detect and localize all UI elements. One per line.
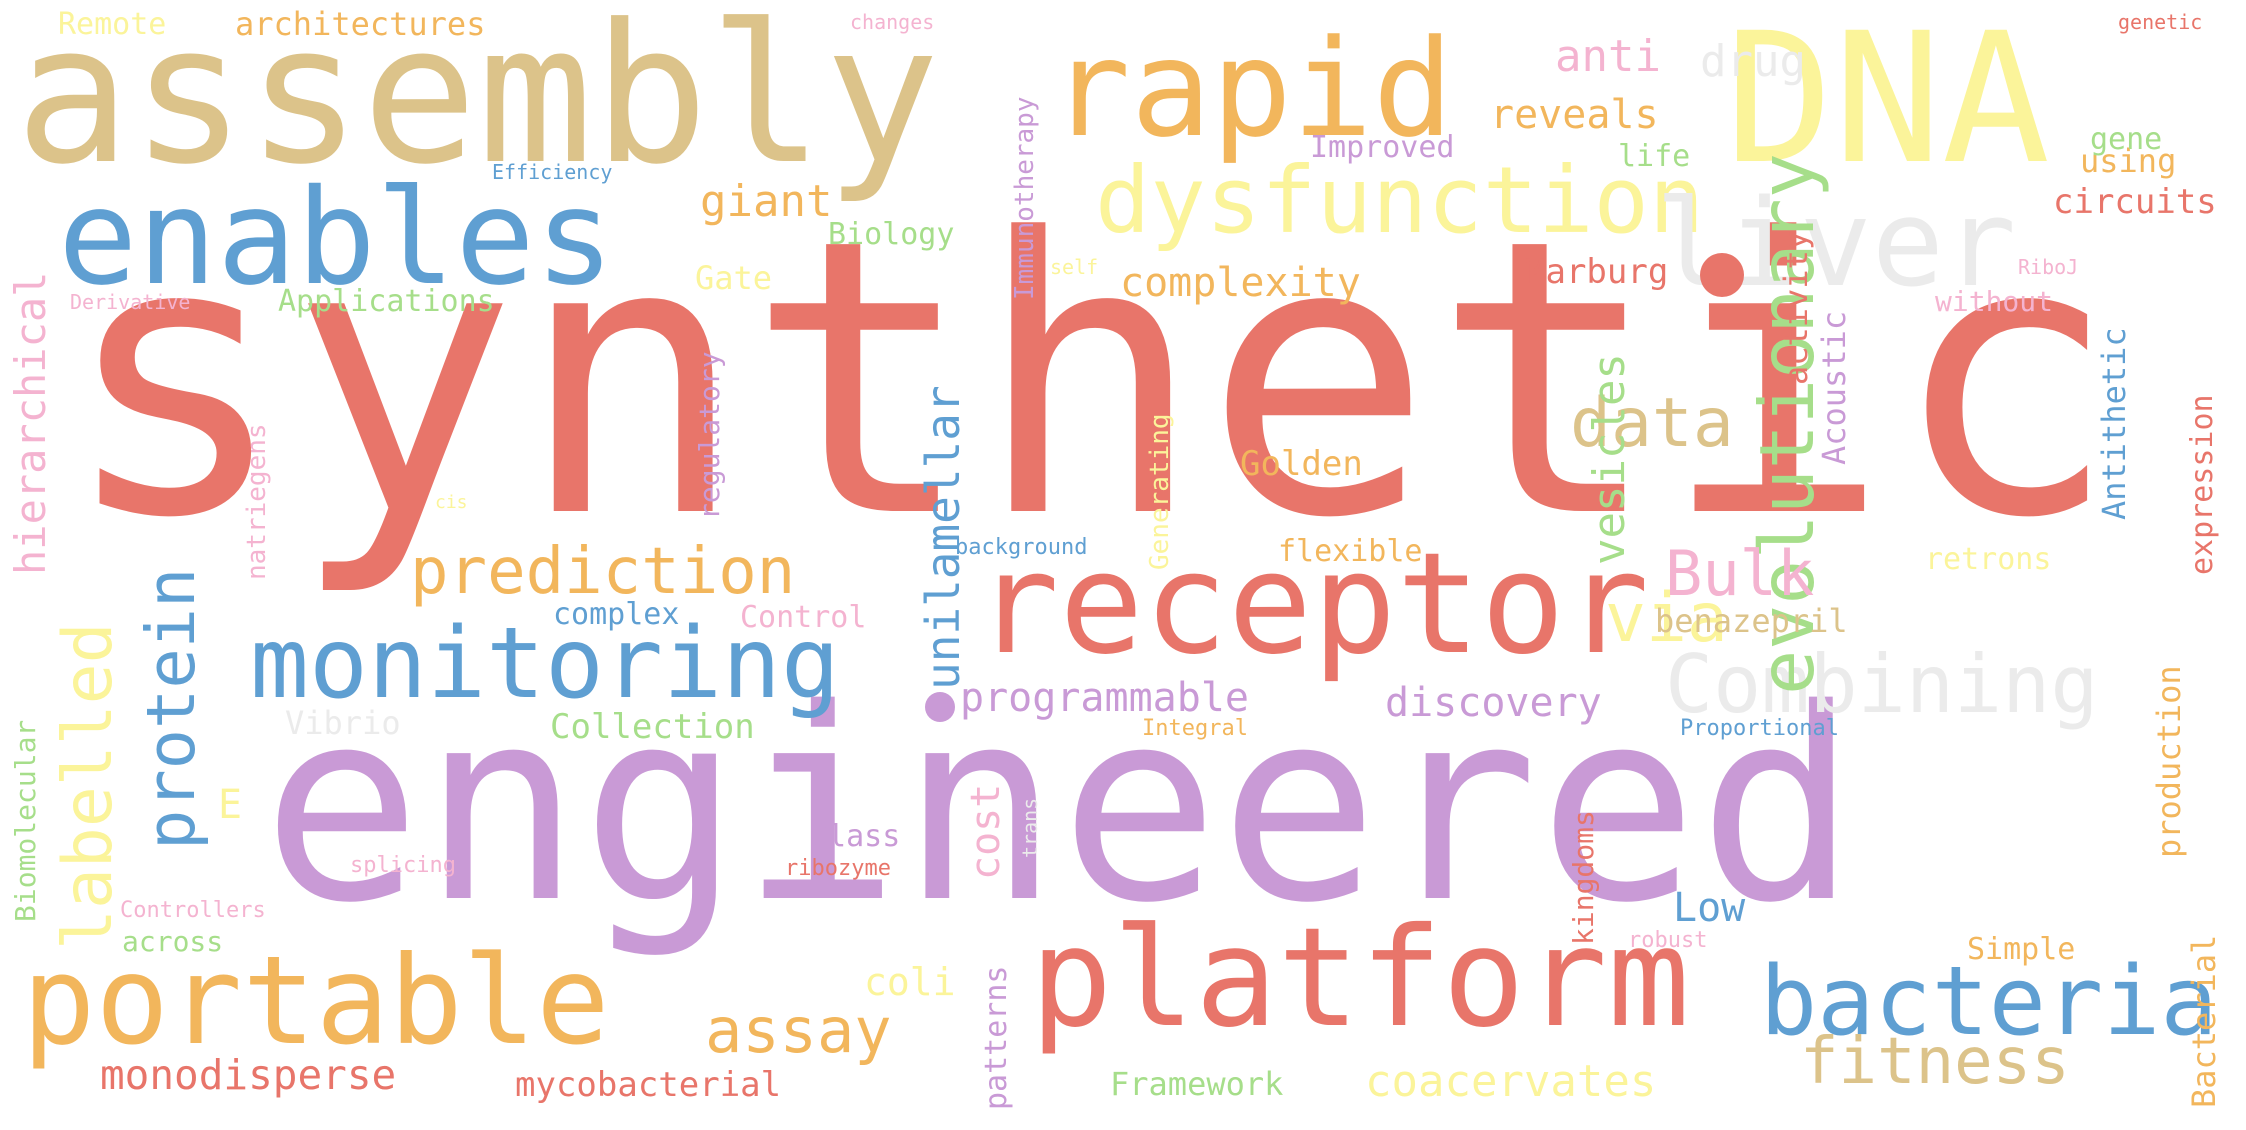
word-patterns: patterns [979, 965, 1014, 1111]
word-complexity: complexity [1120, 260, 1361, 306]
word-platform: platform [1030, 899, 1690, 1058]
word-synthetic: synthetic [60, 158, 2120, 601]
word-programmable: programmable [960, 675, 1249, 721]
word-gene: gene [2090, 122, 2163, 157]
word-discovery: discovery [1385, 680, 1602, 726]
word-coacervates: coacervates [1365, 1056, 1657, 1107]
word-background: background [955, 535, 1088, 560]
word-without: without [1935, 285, 2054, 318]
word-Remote: Remote [58, 7, 167, 42]
word-dysfunction: dysfunction [1095, 147, 1705, 254]
word-RiboJ: RiboJ [2018, 255, 2079, 279]
word-Vibrio: Vibrio [285, 704, 401, 742]
word-trans: trans [1018, 797, 1042, 858]
word-monodisperse: monodisperse [100, 1051, 397, 1099]
word-expression: expression [2185, 394, 2220, 575]
word-ribozyme: ribozyme [785, 856, 891, 881]
word-Acoustic: Acoustic [1815, 310, 1853, 465]
word-Bacterial: Bacterial [2185, 934, 2223, 1108]
word-genetic: genetic [2118, 10, 2203, 34]
word-mycobacterial: mycobacterial [515, 1065, 782, 1105]
word-protein: protein [132, 567, 210, 850]
word-anti: anti [1555, 31, 1661, 82]
word-self: self [1050, 255, 1099, 279]
word-enables: enables [58, 161, 615, 315]
word-Collection: Collection [550, 707, 755, 747]
period-dot [1700, 253, 1744, 297]
word-complex: complex [553, 597, 680, 632]
word-benazepril: benazepril [1655, 602, 1848, 640]
word-Proportional: Proportional [1680, 716, 1839, 741]
word-Improved: Improved [1310, 130, 1455, 165]
word-Control: Control [740, 600, 867, 635]
word-fitness: fitness [1800, 1025, 2070, 1099]
word-E: E [218, 782, 243, 828]
word-Gate: Gate [695, 259, 773, 297]
word-cost: cost [963, 783, 1009, 880]
word-receptor: receptor [975, 523, 1650, 686]
word-flexible: flexible [1278, 534, 1423, 569]
word-Low: Low [1673, 885, 1746, 931]
word-Framework: Framework [1110, 1065, 1284, 1103]
word-Immunotherapy: Immunotherapy [1010, 96, 1040, 301]
word-retrons: retrons [1925, 542, 2052, 577]
word-vesicles: vesicles [1584, 353, 1635, 565]
word-robust: robust [1628, 928, 1708, 953]
word-Class: Class [810, 819, 901, 854]
word-prediction: prediction [410, 535, 796, 609]
word-splicing: splicing [350, 853, 456, 878]
word-across: across [122, 925, 224, 958]
word-bacteria: bacteria [1760, 947, 2218, 1057]
word-labelled: labelled [49, 622, 128, 950]
word-Integral: Integral [1142, 716, 1248, 741]
word-Antithetic: Antithetic [2095, 327, 2133, 520]
word-cis: cis [435, 492, 468, 513]
word-Efficiency: Efficiency [492, 160, 613, 184]
word-Biology: Biology [828, 217, 955, 252]
word-portable: portable [22, 930, 610, 1072]
word-using: using [2080, 142, 2177, 180]
period-dot [925, 692, 955, 722]
word-changes: changes [850, 10, 935, 34]
word-via: via [1605, 579, 1728, 658]
word-Biomolecular: Biomolecular [9, 719, 42, 922]
word-assay: assay [705, 994, 892, 1067]
word-hierarchical: hierarchical [6, 271, 55, 575]
word-engineered: engineered [262, 653, 1858, 961]
word-coli: coli [864, 960, 956, 1004]
word-circuits: circuits [2053, 182, 2217, 222]
word-Bulk: Bulk [1665, 537, 1815, 610]
word-Derivative: Derivative [70, 290, 191, 314]
word-Simple: Simple [1967, 932, 2076, 967]
word-Combining: Combining [1665, 638, 2099, 731]
word-assembly: assembly [15, 0, 940, 207]
word-Marburg: Marburg [1525, 252, 1669, 292]
word-natriegens: natriegens [242, 423, 272, 580]
word-Controllers: Controllers [120, 898, 266, 923]
word-DNA: DNA [1725, 0, 2051, 204]
word-data: data [1570, 384, 1734, 463]
word-architectures: architectures [235, 5, 486, 43]
word-Golden: Golden [1240, 444, 1363, 484]
word-Generating: Generating [1145, 413, 1175, 570]
word-production: production [2150, 665, 2188, 858]
word-rapid: rapid [1050, 11, 1454, 167]
word-drug: drug [1700, 36, 1806, 87]
word-giant: giant [700, 176, 833, 227]
word-activity: activity [1777, 230, 1815, 385]
word-kingdoms: kingdoms [1567, 810, 1600, 945]
word-regulatory: regulatory [693, 351, 726, 520]
word-monitoring: monitoring [250, 607, 841, 721]
word-reveals: reveals [1490, 92, 1659, 138]
word-life: life [1618, 139, 1691, 174]
word-Applications: Applications [278, 284, 495, 319]
